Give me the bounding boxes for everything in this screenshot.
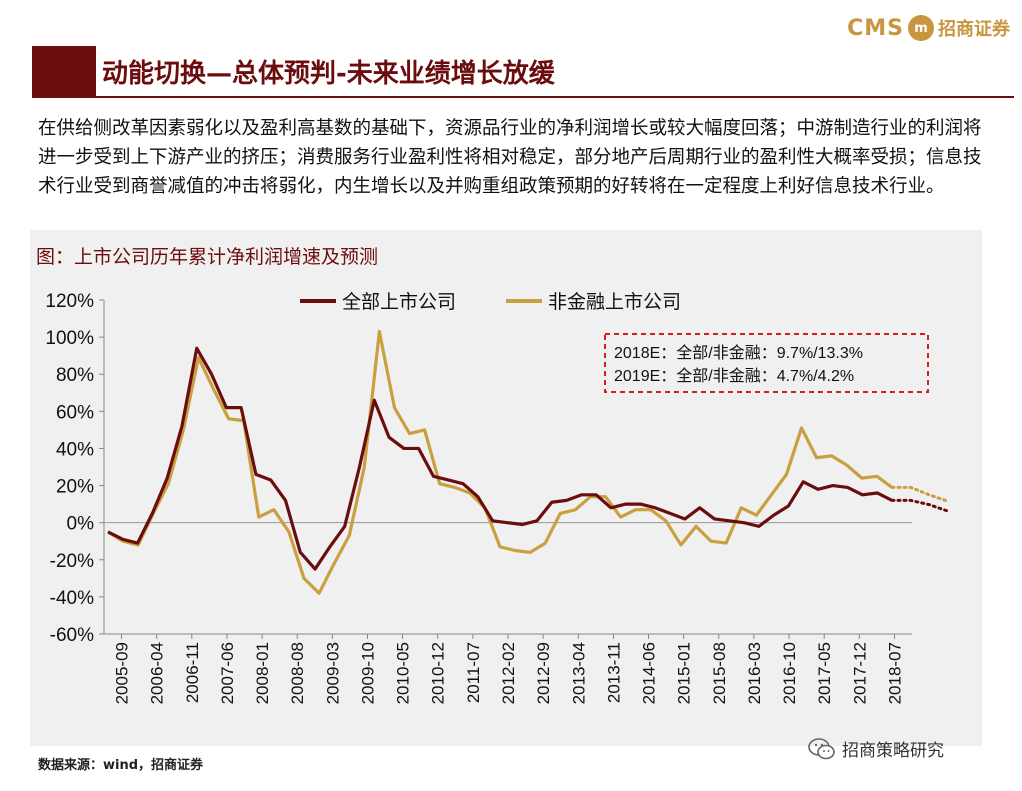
y-tick-label: 100% [45,328,94,349]
x-tick-label: 2010-12 [429,642,448,704]
x-tick-label: 2006-04 [148,642,167,704]
forecast-2018: 2018E：全部/非金融：9.7%/13.3% [614,344,863,362]
forecast-line-all [890,498,950,513]
chart-title: 图：上市公司历年累计净利润增速及预测 [36,246,379,268]
logo-cn-text: 招商证券 [938,19,1010,40]
y-tick-label: 0% [67,514,95,535]
x-tick-label: 2009-03 [323,642,342,704]
x-tick-label: 2011-07 [464,642,483,703]
title-divider [96,96,1014,98]
logo-cms-text: CMS [847,15,904,41]
x-tick-label: 2009-10 [358,642,377,704]
x-tick-label: 2012-02 [499,642,518,704]
forecast-annotation: 2018E：全部/非金融：9.7%/13.3% 2019E：全部/非金融：4.7… [604,333,929,393]
y-tick-label: -20% [50,551,94,572]
x-tick-label: 2008-08 [288,642,307,704]
forecast-line-nonfin [890,485,950,503]
y-tick-label: -40% [50,588,94,609]
forecast-2019: 2019E：全部/非金融：4.7%/4.2% [614,367,854,385]
title-accent-block [32,46,96,98]
x-tick-label: 2012-09 [534,642,553,704]
wechat-watermark: 招商策略研究 [808,736,944,761]
y-tick-label: 60% [56,402,94,423]
x-tick-label: 2007-06 [218,642,237,704]
x-tick-label: 2010-05 [394,642,413,704]
legend-label-nonfin: 非金融上市公司 [548,291,681,313]
y-tick-label: 20% [56,477,94,498]
forecast-box [604,333,929,393]
x-tick-label: 2015-08 [710,642,729,704]
wechat-icon [808,737,835,759]
x-tick-label: 2008-01 [253,642,272,704]
y-tick-label: 120% [45,291,94,312]
y-tick-label: 40% [56,439,94,460]
y-tick-label: -60% [50,625,94,646]
x-tick-label: 2016-10 [780,642,799,704]
series-line-nonfin [107,329,893,595]
x-tick-label: 2017-12 [850,642,869,704]
x-tick-label: 2017-05 [815,642,834,704]
x-tick-label: 2015-01 [675,642,694,704]
y-tick-label: 80% [56,365,94,386]
x-tick-label: 2013-11 [604,642,623,703]
logo-mark-icon: m [908,15,934,41]
legend-label-all: 全部上市公司 [342,291,456,313]
x-tick-label: 2006-11 [183,642,202,703]
x-tick-label: 2013-04 [569,642,588,704]
x-tick-label: 2018-07 [885,642,904,704]
series-line-all [107,346,893,571]
intro-paragraph: 在供给侧改革因素弱化以及盈利高基数的基础下，资源品行业的净利润增长或较大幅度回落… [38,118,982,197]
x-tick-label: 2014-06 [640,642,659,704]
x-tick-label: 2005-09 [113,642,132,704]
source-note: 数据来源：wind，招商证券 [38,758,204,773]
x-tick-label: 2016-03 [745,642,764,704]
cms-logo: CMS m 招商证券 [847,14,1010,42]
watermark-text: 招商策略研究 [842,741,944,761]
page-title: 动能切换—总体预判-未来业绩增长放缓 [102,59,555,89]
